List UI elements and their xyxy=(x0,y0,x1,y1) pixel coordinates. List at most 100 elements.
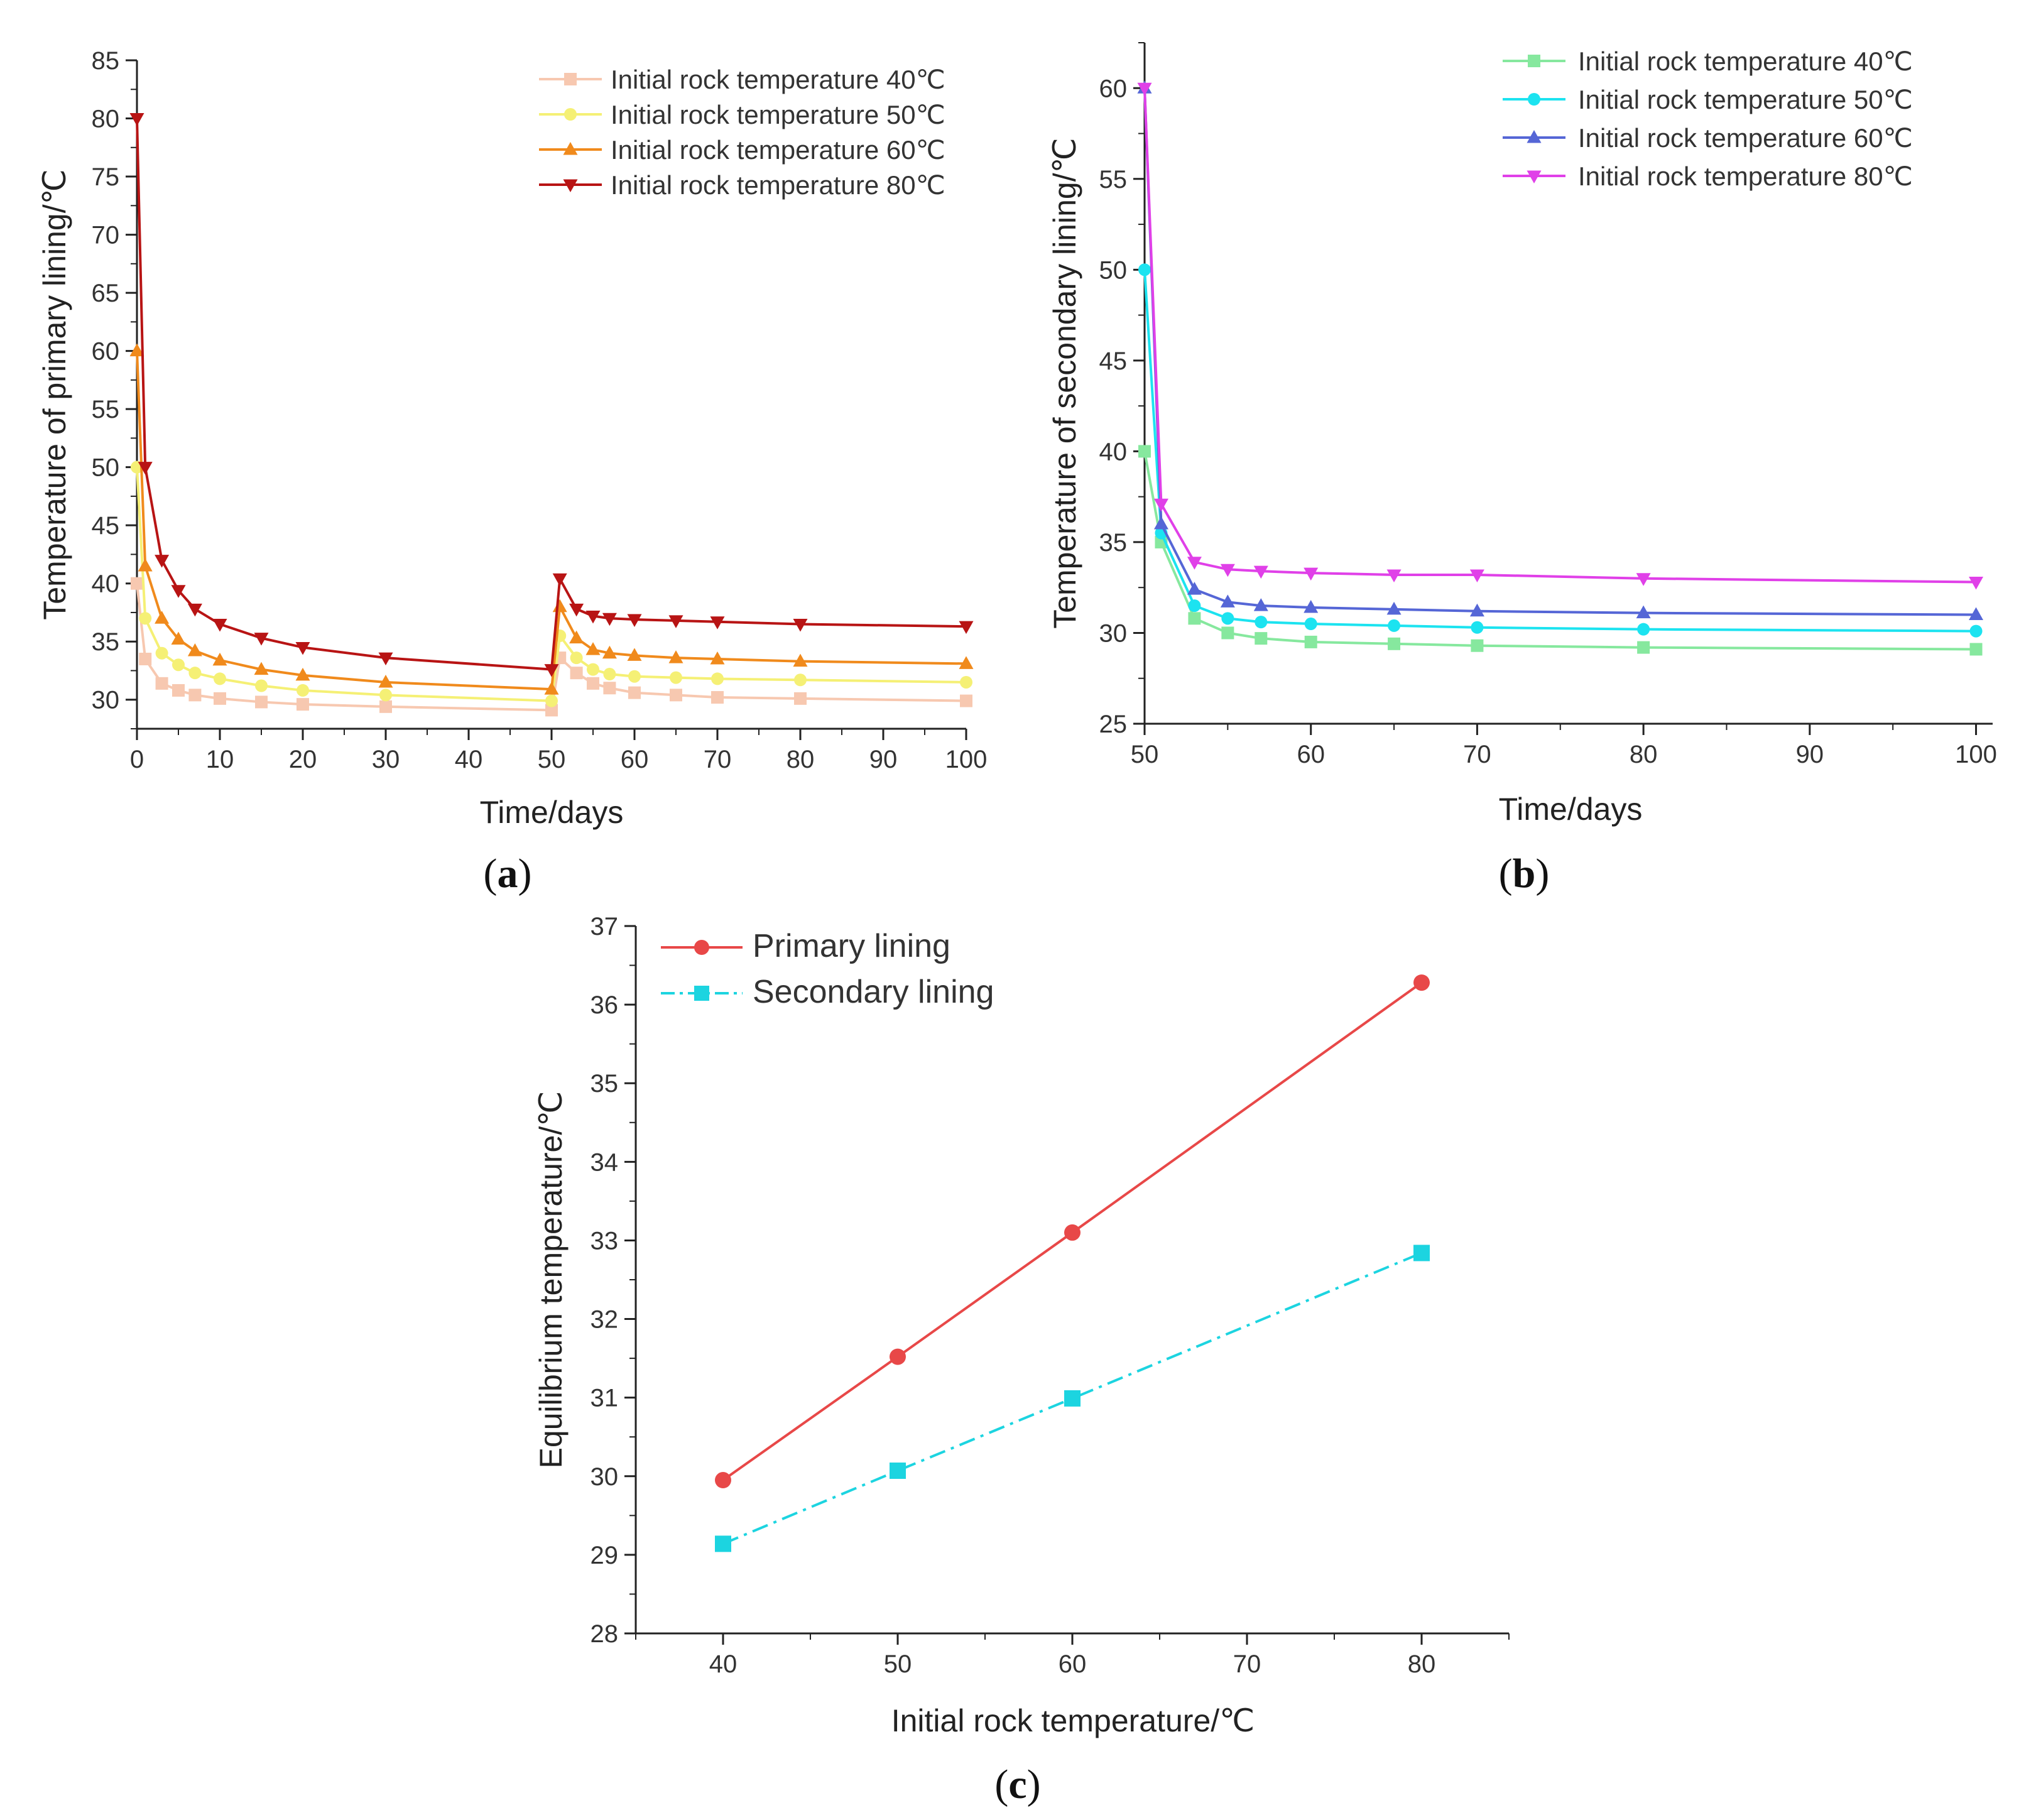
data-point xyxy=(1187,557,1202,570)
y-tick-label: 85 xyxy=(92,47,120,75)
y-tick-label: 31 xyxy=(591,1385,619,1412)
y-tick-label: 50 xyxy=(1099,256,1128,284)
data-point xyxy=(1255,632,1268,645)
legend-entry: Initial rock temperature 80℃ xyxy=(539,170,945,200)
data-point xyxy=(668,650,683,663)
data-point xyxy=(1471,621,1484,634)
data-point xyxy=(139,652,152,665)
series-3 xyxy=(1137,82,1984,590)
data-point xyxy=(628,670,641,683)
data-point xyxy=(188,667,202,680)
data-point xyxy=(602,613,617,626)
panel-c: 40 50 60 70 80 28 29 30 31 32 33 34 35 36 37 Initial ro… xyxy=(533,913,1510,1807)
data-point xyxy=(1304,599,1319,613)
data-point xyxy=(172,658,185,672)
series-0 xyxy=(1138,445,1983,656)
data-point xyxy=(585,611,601,624)
data-point xyxy=(603,668,616,681)
data-point xyxy=(1388,619,1401,632)
data-point xyxy=(1637,641,1650,654)
panel-a: 0 10 20 30 40 50 60 70 80 90 100 30 35 40 45 50 55 60 65 70… xyxy=(37,47,987,896)
data-point xyxy=(187,643,202,657)
data-point xyxy=(138,462,153,475)
data-point xyxy=(1188,599,1201,613)
data-point xyxy=(1413,1245,1430,1261)
data-point xyxy=(1969,577,1984,590)
data-point xyxy=(171,585,186,598)
data-point xyxy=(214,672,226,685)
legend-entry: Initial rock temperature 80℃ xyxy=(1503,161,1913,191)
series-0 xyxy=(715,974,1430,1489)
series-2 xyxy=(1137,80,1984,621)
x-axis-title: Initial rock temperature/℃ xyxy=(891,1703,1255,1738)
x-tick-label: 100 xyxy=(945,746,988,773)
y-tick-label: 60 xyxy=(92,338,120,366)
data-point xyxy=(138,558,153,572)
data-point xyxy=(628,686,641,699)
data-point xyxy=(1969,643,1983,656)
data-point xyxy=(1471,639,1484,652)
panel-label-letter: c xyxy=(1008,1762,1026,1807)
data-point xyxy=(1064,1390,1081,1407)
legend-marker xyxy=(1528,55,1540,67)
legend-label: Secondary lining xyxy=(753,974,994,1010)
data-point xyxy=(1220,564,1235,577)
data-point xyxy=(1636,573,1651,586)
data-point xyxy=(155,646,168,660)
y-tick-label: 35 xyxy=(591,1070,619,1098)
legend-marker xyxy=(563,179,578,192)
data-point xyxy=(627,648,642,661)
legend-label: Initial rock temperature 50℃ xyxy=(611,100,945,129)
legend-label: Initial rock temperature 80℃ xyxy=(1578,161,1913,191)
data-point xyxy=(569,603,584,617)
y-tick-label: 60 xyxy=(1099,75,1128,102)
x-tick-label: 70 xyxy=(1233,1650,1261,1678)
y-tick-label: 35 xyxy=(92,628,120,656)
series-0 xyxy=(131,577,972,717)
data-point xyxy=(1221,612,1234,625)
series-2 xyxy=(129,343,974,695)
data-point xyxy=(1469,603,1484,617)
data-point xyxy=(668,615,683,628)
data-point xyxy=(378,674,393,688)
y-tick-label: 40 xyxy=(92,570,120,598)
series-line xyxy=(136,118,967,671)
series-1 xyxy=(131,460,972,707)
legend-marker xyxy=(694,940,709,955)
data-point xyxy=(254,662,269,675)
data-point xyxy=(212,618,227,632)
data-point xyxy=(1969,607,1984,621)
series-line xyxy=(1143,88,1976,616)
data-point xyxy=(1255,616,1268,629)
data-point xyxy=(188,689,202,702)
panel-label-open: ( xyxy=(484,851,498,896)
x-tick-label: 50 xyxy=(1131,741,1159,768)
data-point xyxy=(545,704,558,717)
data-point xyxy=(715,1535,731,1552)
panel-label-open: ( xyxy=(1499,851,1513,896)
legend-entry: Initial rock temperature 60℃ xyxy=(539,135,945,165)
data-point xyxy=(129,343,144,357)
data-point xyxy=(794,692,807,705)
legend-entry: Initial rock temperature 60℃ xyxy=(1503,123,1913,153)
data-point xyxy=(1220,594,1235,608)
data-point xyxy=(960,694,972,707)
data-point xyxy=(1253,598,1268,611)
data-point xyxy=(959,656,974,669)
data-point xyxy=(139,612,152,625)
x-tick-label: 70 xyxy=(1463,741,1491,768)
y-tick-label: 37 xyxy=(591,913,619,940)
data-point xyxy=(603,682,616,695)
data-point xyxy=(710,651,725,665)
data-point xyxy=(1153,516,1168,530)
legend-entry: Primary lining xyxy=(661,928,950,964)
legend-label: Initial rock temperature 80℃ xyxy=(611,170,945,200)
data-point xyxy=(255,679,268,692)
data-point xyxy=(1153,498,1168,512)
series-line xyxy=(1143,88,1976,584)
legend-label: Initial rock temperature 60℃ xyxy=(1578,123,1913,153)
panel-label: (c) xyxy=(994,1762,1040,1807)
y-tick-label: 45 xyxy=(92,512,120,540)
data-point xyxy=(129,113,144,126)
